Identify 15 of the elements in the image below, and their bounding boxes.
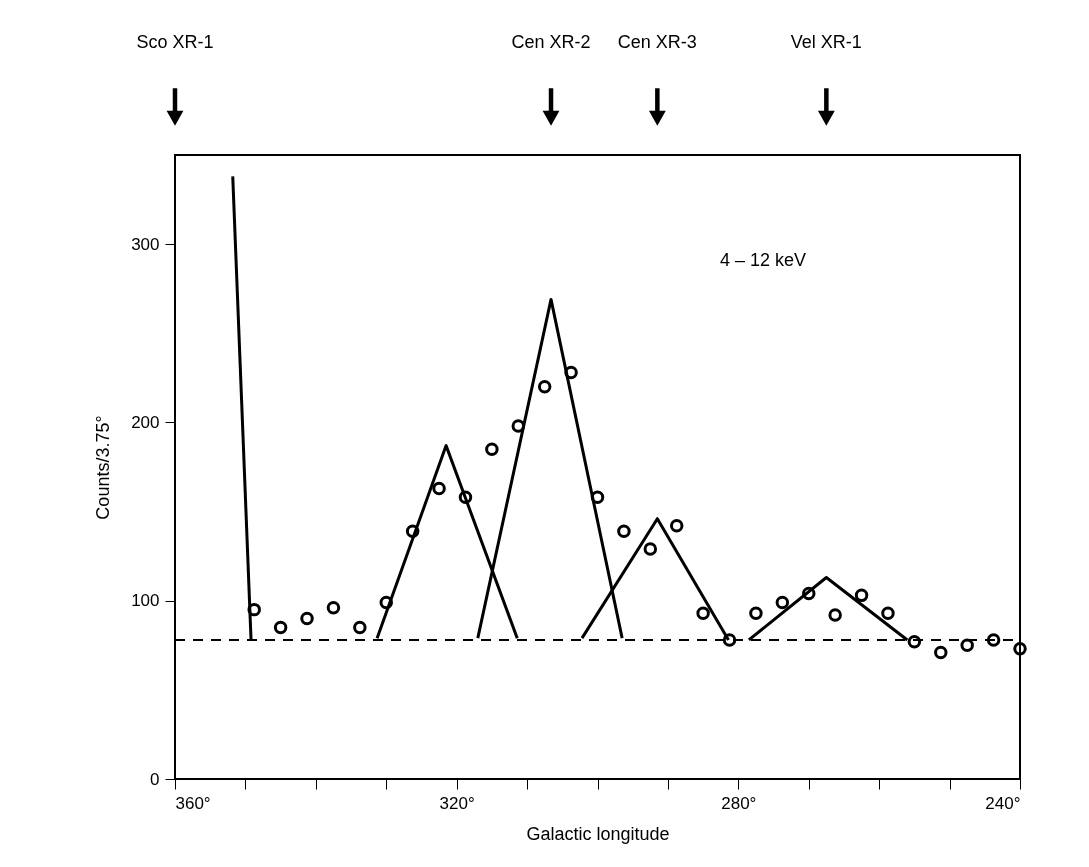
- text: Vel XR-1: [790, 32, 862, 52]
- y-tick-label: 100: [131, 591, 160, 611]
- y-tick-label: 200: [131, 412, 160, 432]
- x-tick-label: 360°: [175, 793, 211, 813]
- y-axis-title: Counts/3.75°: [93, 415, 114, 520]
- y-tick-label: 0: [150, 769, 160, 789]
- text: Cen XR-2: [511, 32, 591, 52]
- text: Sco XR-1: [136, 32, 214, 52]
- x-axis-title: Galactic longitude: [526, 823, 670, 844]
- x-tick-label: 280°: [721, 793, 757, 813]
- x-tick-label: 240°: [985, 793, 1021, 813]
- x-tick-label: 320°: [439, 793, 475, 813]
- y-tick-label: 300: [131, 234, 160, 254]
- annotation: 4 – 12 keV: [720, 250, 807, 271]
- text: Cen XR-3: [617, 32, 697, 52]
